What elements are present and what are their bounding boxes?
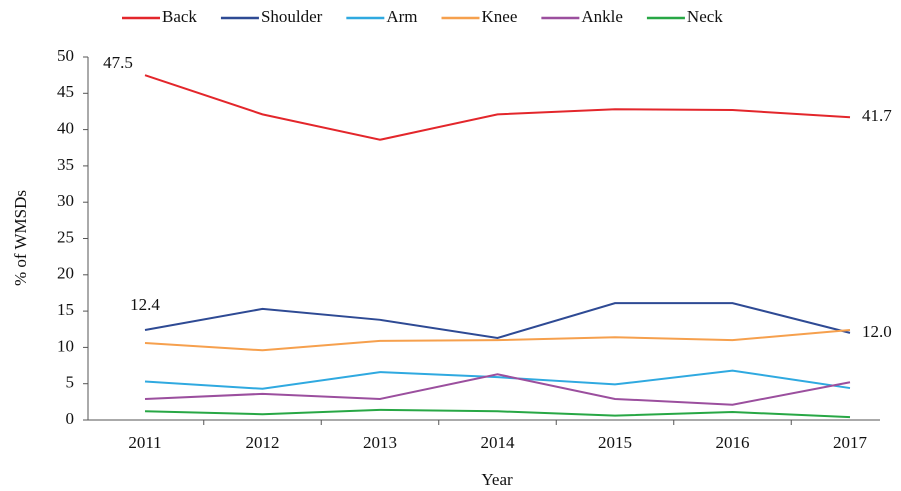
y-tick-label: 25 bbox=[57, 227, 74, 246]
x-axis-title: Year bbox=[481, 470, 513, 489]
y-tick-label: 45 bbox=[57, 82, 74, 101]
y-tick-label: 5 bbox=[66, 373, 75, 392]
y-tick-label: 35 bbox=[57, 155, 74, 174]
y-tick-label: 10 bbox=[57, 336, 74, 355]
series-line bbox=[144, 302, 851, 339]
x-tick-label: 2012 bbox=[246, 433, 280, 452]
series-line bbox=[144, 369, 851, 390]
x-tick-label: 2017 bbox=[833, 433, 868, 452]
series-line bbox=[144, 408, 851, 419]
y-axis-title: % of WMSDs bbox=[11, 190, 30, 286]
x-tick-label: 2016 bbox=[716, 433, 750, 452]
y-tick-label: 20 bbox=[57, 264, 74, 283]
series-line bbox=[144, 328, 851, 352]
series-line bbox=[144, 74, 851, 141]
data-label: 12.4 bbox=[130, 295, 160, 314]
y-tick-label: 0 bbox=[66, 409, 75, 428]
x-tick-label: 2011 bbox=[128, 433, 161, 452]
y-tick-label: 40 bbox=[57, 119, 74, 138]
x-tick-label: 2014 bbox=[481, 433, 516, 452]
legend-label: Neck bbox=[687, 7, 723, 26]
y-tick-label: 30 bbox=[57, 191, 74, 210]
y-tick-label: 50 bbox=[57, 46, 74, 65]
data-label: 41.7 bbox=[862, 106, 892, 125]
x-tick-label: 2013 bbox=[363, 433, 397, 452]
x-tick-label: 2015 bbox=[598, 433, 632, 452]
legend-label: Knee bbox=[482, 7, 518, 26]
y-tick-label: 15 bbox=[57, 300, 74, 319]
data-label: 47.5 bbox=[103, 53, 133, 72]
legend-label: Arm bbox=[386, 7, 417, 26]
legend-label: Back bbox=[162, 7, 197, 26]
legend-label: Ankle bbox=[581, 7, 623, 26]
series-line bbox=[144, 373, 851, 406]
data-label: 12.0 bbox=[862, 322, 892, 341]
legend-label: Shoulder bbox=[261, 7, 323, 26]
